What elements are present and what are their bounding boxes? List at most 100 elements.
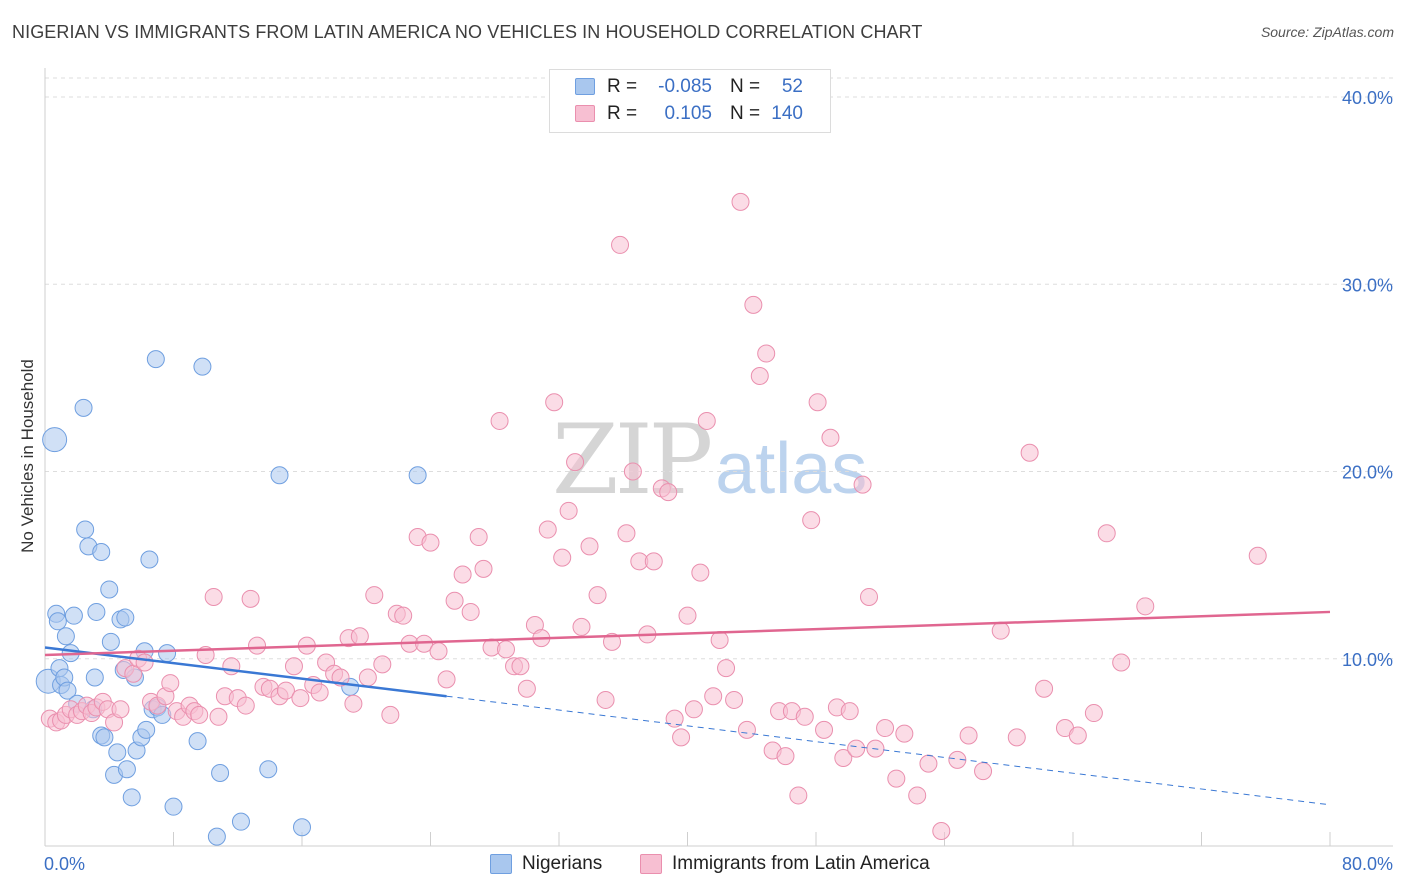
chart-title: NIGERIAN VS IMMIGRANTS FROM LATIN AMERIC…	[12, 22, 923, 42]
y-tick-label: 40.0%	[1342, 88, 1393, 108]
point-nigerians	[101, 632, 120, 651]
legend-r-value: 0.105	[664, 103, 712, 124]
legend-r-label: R =	[607, 103, 638, 124]
point-latin-america	[991, 621, 1010, 640]
point-latin-america	[795, 707, 814, 726]
x-tick-label-min: 0.0%	[44, 854, 85, 874]
point-nigerians	[193, 357, 212, 376]
point-latin-america	[1035, 679, 1054, 698]
legend-n-label: N =	[730, 103, 761, 124]
y-tick-label: 20.0%	[1342, 463, 1393, 483]
point-latin-america	[847, 739, 866, 758]
point-nigerians	[188, 732, 207, 751]
legend-r-value: -0.085	[658, 76, 712, 97]
point-latin-america	[241, 589, 260, 608]
tick-labels: 10.0% 20.0% 30.0% 40.0% 0.0% 80.0%	[44, 88, 1393, 874]
point-nigerians	[42, 427, 68, 453]
point-nigerians	[259, 760, 278, 779]
point-latin-america	[623, 462, 642, 481]
point-latin-america	[580, 537, 599, 556]
point-latin-america	[365, 586, 384, 605]
point-latin-america	[717, 659, 736, 678]
trend-line-nigerians	[44, 646, 447, 698]
point-latin-america	[111, 700, 130, 719]
point-latin-america	[284, 657, 303, 676]
point-latin-america	[815, 720, 834, 739]
point-latin-america	[776, 747, 795, 766]
series-label-nigerians: Nigerians	[522, 853, 603, 874]
point-latin-america	[588, 586, 607, 605]
point-latin-america	[545, 393, 564, 412]
point-latin-america	[834, 748, 853, 767]
point-latin-america	[236, 696, 255, 715]
point-latin-america	[1248, 546, 1267, 565]
point-latin-america	[381, 705, 400, 724]
series-swatch-nigerians	[490, 854, 512, 874]
point-latin-america	[538, 520, 557, 539]
point-latin-america	[248, 636, 267, 655]
point-nigerians	[270, 466, 289, 485]
point-latin-america	[517, 679, 536, 698]
point-latin-america	[572, 617, 591, 636]
point-latin-america	[490, 411, 509, 430]
point-nigerians	[56, 627, 75, 646]
point-latin-america	[704, 687, 723, 706]
point-latin-america	[860, 587, 879, 606]
point-latin-america	[204, 587, 223, 606]
point-latin-america	[821, 428, 840, 447]
point-nigerians	[76, 520, 95, 539]
point-latin-america	[429, 642, 448, 661]
point-latin-america	[603, 632, 622, 651]
point-nigerians	[158, 644, 177, 663]
y-tick-label: 30.0%	[1342, 275, 1393, 295]
point-latin-america	[559, 501, 578, 520]
point-latin-america	[358, 668, 377, 687]
x-tick-label-max: 80.0%	[1342, 854, 1393, 874]
correlation-legend: R = -0.085 N = 52 R = 0.105 N = 140	[549, 69, 831, 133]
point-latin-america	[932, 822, 951, 841]
point-latin-america	[853, 475, 872, 494]
point-nigerians	[137, 720, 156, 739]
legend-n-label: N =	[730, 76, 761, 97]
point-latin-america	[344, 694, 363, 713]
point-latin-america	[209, 707, 228, 726]
point-latin-america	[1020, 443, 1039, 462]
point-latin-america	[919, 754, 938, 773]
point-latin-america	[757, 344, 776, 363]
point-latin-america	[496, 640, 515, 659]
y-tick-label: 10.0%	[1342, 650, 1393, 670]
legend-row-latin-america: R = 0.105 N = 140	[550, 101, 830, 127]
axes	[44, 68, 1393, 847]
point-latin-america	[974, 762, 993, 781]
point-nigerians	[100, 580, 119, 599]
point-latin-america	[710, 631, 729, 650]
point-nigerians	[58, 681, 77, 700]
grid-lines	[45, 77, 1393, 660]
point-nigerians	[117, 760, 136, 779]
point-nigerians	[95, 728, 114, 747]
point-latin-america	[511, 657, 530, 676]
series-swatch-latin-america	[640, 854, 662, 874]
point-latin-america	[461, 602, 480, 621]
point-latin-america	[421, 533, 440, 552]
point-latin-america	[474, 559, 493, 578]
point-nigerians	[48, 612, 67, 631]
point-latin-america	[617, 524, 636, 543]
series-label-latin-america: Immigrants from Latin America	[672, 853, 930, 874]
point-latin-america	[1097, 524, 1116, 543]
point-latin-america	[840, 702, 859, 721]
point-nigerians	[74, 398, 93, 417]
point-latin-america	[908, 786, 927, 805]
point-latin-america	[1007, 728, 1026, 747]
point-latin-america	[887, 769, 906, 788]
point-nigerians	[231, 812, 250, 831]
point-latin-america	[1068, 726, 1087, 745]
point-latin-america	[697, 411, 716, 430]
point-latin-america	[672, 728, 691, 747]
point-latin-america	[445, 591, 464, 610]
point-latin-america	[553, 548, 572, 567]
point-latin-america	[222, 657, 241, 676]
point-latin-america	[469, 528, 488, 547]
point-latin-america	[1136, 597, 1155, 616]
